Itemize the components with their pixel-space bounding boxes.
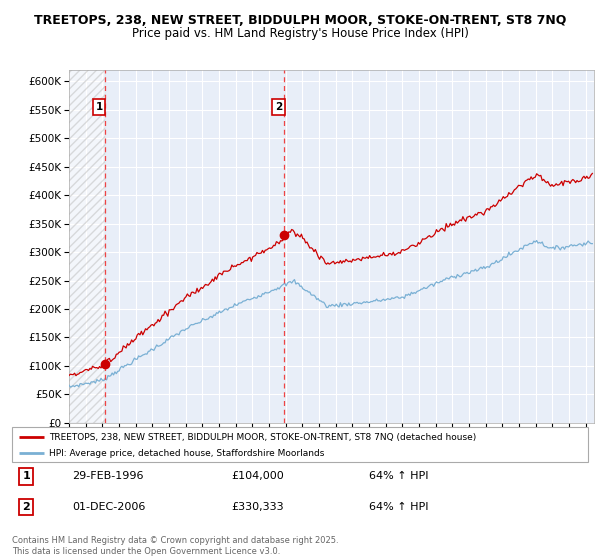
Text: Price paid vs. HM Land Registry's House Price Index (HPI): Price paid vs. HM Land Registry's House … [131,27,469,40]
Text: 1: 1 [23,472,30,482]
Text: TREETOPS, 238, NEW STREET, BIDDULPH MOOR, STOKE-ON-TRENT, ST8 7NQ: TREETOPS, 238, NEW STREET, BIDDULPH MOOR… [34,14,566,27]
Text: £104,000: £104,000 [231,472,284,482]
Text: 64% ↑ HPI: 64% ↑ HPI [369,502,428,512]
Text: HPI: Average price, detached house, Staffordshire Moorlands: HPI: Average price, detached house, Staf… [49,449,325,458]
Bar [69,70,105,423]
Text: 2: 2 [275,102,282,112]
Text: 1: 1 [95,102,103,112]
Text: TREETOPS, 238, NEW STREET, BIDDULPH MOOR, STOKE-ON-TRENT, ST8 7NQ (detached hous: TREETOPS, 238, NEW STREET, BIDDULPH MOOR… [49,432,476,441]
Text: 01-DEC-2006: 01-DEC-2006 [73,502,146,512]
Text: £330,333: £330,333 [231,502,284,512]
Text: 64% ↑ HPI: 64% ↑ HPI [369,472,428,482]
Text: 2: 2 [23,502,30,512]
Text: Contains HM Land Registry data © Crown copyright and database right 2025.
This d: Contains HM Land Registry data © Crown c… [12,536,338,556]
Text: 29-FEB-1996: 29-FEB-1996 [73,472,144,482]
